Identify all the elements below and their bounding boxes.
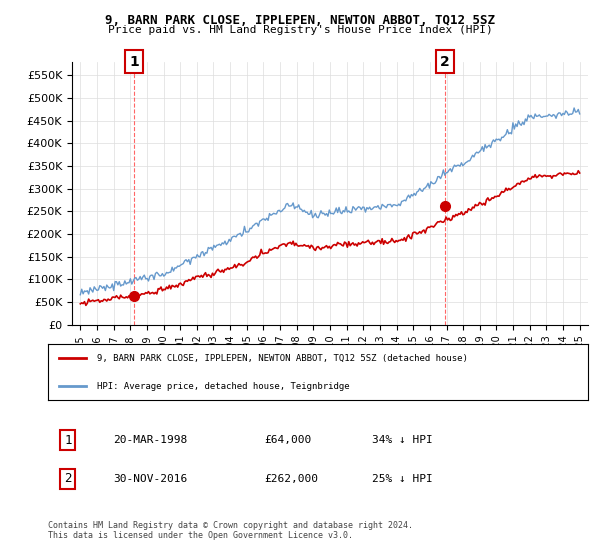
Text: Contains HM Land Registry data © Crown copyright and database right 2024.
This d: Contains HM Land Registry data © Crown c…: [48, 521, 413, 540]
Text: Price paid vs. HM Land Registry's House Price Index (HPI): Price paid vs. HM Land Registry's House …: [107, 25, 493, 35]
Text: 2: 2: [64, 472, 72, 486]
Text: 1: 1: [129, 54, 139, 68]
Text: £64,000: £64,000: [264, 435, 311, 445]
Text: 25% ↓ HPI: 25% ↓ HPI: [372, 474, 433, 484]
Text: 20-MAR-1998: 20-MAR-1998: [113, 435, 187, 445]
Text: HPI: Average price, detached house, Teignbridge: HPI: Average price, detached house, Teig…: [97, 382, 349, 391]
Text: 9, BARN PARK CLOSE, IPPLEPEN, NEWTON ABBOT, TQ12 5SZ: 9, BARN PARK CLOSE, IPPLEPEN, NEWTON ABB…: [105, 14, 495, 27]
Text: 30-NOV-2016: 30-NOV-2016: [113, 474, 187, 484]
Text: 2: 2: [440, 54, 450, 68]
Text: 34% ↓ HPI: 34% ↓ HPI: [372, 435, 433, 445]
Text: 1: 1: [64, 433, 72, 447]
Text: 9, BARN PARK CLOSE, IPPLEPEN, NEWTON ABBOT, TQ12 5SZ (detached house): 9, BARN PARK CLOSE, IPPLEPEN, NEWTON ABB…: [97, 354, 467, 363]
Text: £262,000: £262,000: [264, 474, 318, 484]
